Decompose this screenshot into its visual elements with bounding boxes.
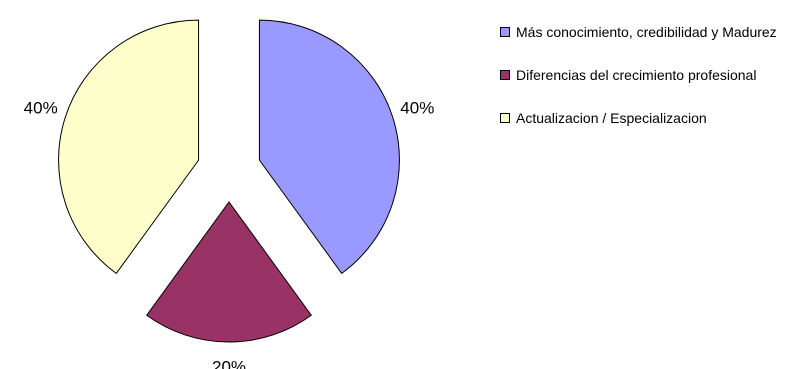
pie-slice-actualizacion [58, 19, 200, 275]
data-label-conocimiento: 40% [400, 98, 434, 117]
legend-swatch-actualizacion [500, 113, 510, 123]
legend-item-crecimiento: Diferencias del crecimiento profesional [500, 65, 784, 85]
pie-slices [58, 19, 400, 343]
pie-slice-conocimiento [258, 19, 400, 275]
data-label-crecimiento: 20% [212, 357, 246, 369]
legend-label-crecimiento: Diferencias del crecimiento profesional [516, 67, 757, 83]
legend-swatch-conocimiento [500, 27, 510, 37]
legend-item-actualizacion: Actualizacion / Especializacion [500, 108, 784, 128]
pie-slice-crecimiento [146, 201, 312, 343]
legend: Más conocimiento, credibilidad y Madurez… [500, 22, 784, 128]
legend-label-actualizacion: Actualizacion / Especializacion [516, 110, 707, 126]
data-label-actualizacion: 40% [24, 98, 58, 117]
legend-swatch-crecimiento [500, 70, 510, 80]
pie-data-labels: 40% 20% 40% [24, 98, 435, 369]
legend-label-conocimiento: Más conocimiento, credibilidad y Madurez [516, 24, 777, 40]
legend-item-conocimiento: Más conocimiento, credibilidad y Madurez [500, 22, 784, 42]
